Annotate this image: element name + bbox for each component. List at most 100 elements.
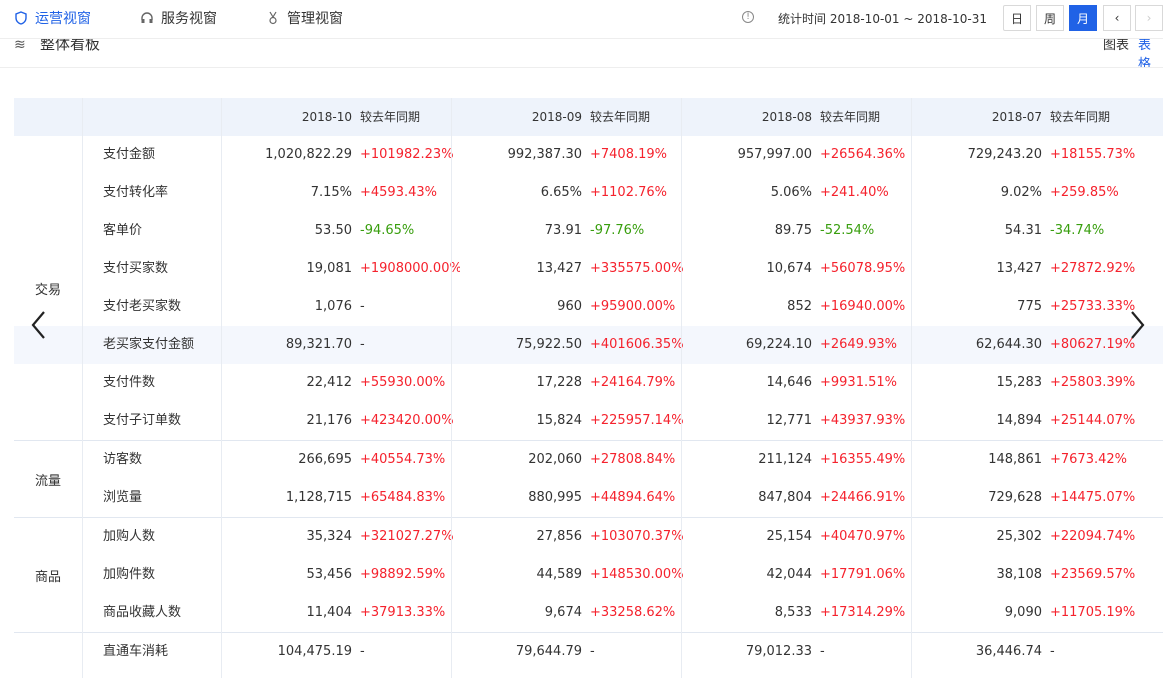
yoy-change: +40470.97%: [820, 529, 906, 544]
info-icon[interactable]: !: [742, 11, 754, 23]
yoy-change: -: [360, 299, 365, 314]
table-row: 支付老买家数 1,076- 960 +95900.00% 852 +16940.00% 77…: [14, 288, 1163, 326]
metric-value: 211,124: [758, 452, 812, 467]
yoy-change: +7673.42%: [1050, 452, 1128, 467]
yoy-change: +241.40%: [820, 185, 889, 200]
tab-label: 管理视窗: [287, 11, 343, 27]
yoy-change: +26564.36%: [820, 147, 906, 162]
metric-value: 729,628: [988, 490, 1042, 505]
column-divider: [221, 98, 222, 678]
table-header: 2018-10 较去年同期 2018-09 较去年同期 2018-08 较去年同期 2018…: [14, 98, 1163, 136]
tab-operations[interactable]: 运营视窗: [14, 0, 91, 36]
metric-value: 104,475.19: [277, 644, 352, 659]
yoy-change: +43937.93%: [820, 413, 906, 428]
top-bar: 运营视窗 服务视窗 管理视窗 ! 统计时间 2018-10-01 ~ 2018-…: [0, 0, 1163, 38]
metric-value: 1,128,715: [285, 490, 352, 505]
yoy-change: +1908000.00%: [360, 261, 460, 276]
column-period: 2018-10: [301, 110, 352, 124]
yoy-change: +14475.07%: [1050, 490, 1136, 505]
yoy-change: +25144.07%: [1050, 413, 1136, 428]
view-table-link[interactable]: 表格: [1138, 38, 1152, 68]
metric-value: 25,154: [766, 529, 813, 544]
metric-value: 22,412: [306, 375, 353, 390]
table-row: 老买家支付金额 89,321.70- 75,922.50 +401606.35% 69,…: [14, 326, 1163, 364]
metric-label: 浏览量: [103, 490, 143, 505]
tab-management[interactable]: 管理视窗: [266, 0, 343, 36]
metric-value: 9,674: [544, 605, 582, 620]
carousel-prev-button[interactable]: [28, 305, 48, 345]
metric-label: 客单价: [103, 223, 143, 238]
group-label: 交易: [34, 283, 61, 298]
metric-value: 79,644.79: [515, 644, 582, 659]
view-chart-link[interactable]: 图表: [1103, 38, 1130, 53]
carousel-next-button[interactable]: [1128, 305, 1148, 345]
metric-label: 商品收藏人数: [103, 605, 182, 620]
metric-value: 992,387.30: [507, 147, 582, 162]
metric-value: 62,644.30: [975, 337, 1042, 352]
column-divider: [82, 98, 83, 678]
period-month-button[interactable]: 月: [1069, 5, 1097, 31]
metric-value: 73.91: [544, 223, 582, 238]
yoy-change: +16940.00%: [820, 299, 906, 314]
metric-value: 960: [557, 299, 582, 314]
yoy-change: +11705.19%: [1050, 605, 1136, 620]
yoy-change: +101982.23%: [360, 147, 454, 162]
group-divider: [14, 517, 1163, 518]
yoy-change: +44894.64%: [590, 490, 676, 505]
tab-service[interactable]: 服务视窗: [140, 0, 217, 36]
group-label: 商品: [34, 570, 61, 585]
metric-value: 14,646: [766, 375, 813, 390]
metric-value: 1,076: [314, 299, 352, 314]
metric-value: 6.65%: [540, 185, 582, 200]
yoy-change: +24164.79%: [590, 375, 676, 390]
metric-value: 53.50: [314, 223, 352, 238]
yoy-change: +321027.27%: [360, 529, 454, 544]
yoy-change: +4593.43%: [360, 185, 438, 200]
yoy-change: +335575.00%: [590, 261, 684, 276]
metric-value: 35,324: [306, 529, 353, 544]
yoy-change: +103070.37%: [590, 529, 684, 544]
tab-label: 服务视窗: [161, 11, 217, 27]
period-week-button[interactable]: 周: [1036, 5, 1064, 31]
metric-value: 8,533: [774, 605, 812, 620]
group-divider: [14, 440, 1163, 441]
yoy-change: +148530.00%: [590, 567, 684, 582]
next-period-button[interactable]: ›: [1135, 5, 1163, 31]
yoy-change: +423420.00%: [360, 413, 454, 428]
table-row: 支付转化率 7.15% +4593.43% 6.65% +1102.76% 5.06% +2…: [14, 174, 1163, 212]
section-header: ≋ 整体看板 图表 表格: [0, 38, 1163, 68]
table-row: 支付件数 22,412 +55930.00% 17,228 +24164.79% 14,6…: [14, 364, 1163, 402]
metric-value: 9.02%: [1000, 185, 1042, 200]
metric-value: 7.15%: [310, 185, 352, 200]
yoy-change: +40554.73%: [360, 452, 446, 467]
table-row: 客单价 53.50 -94.65% 73.91 -97.76% 89.75 -52.54% 5…: [14, 212, 1163, 250]
yoy-change: +16355.49%: [820, 452, 906, 467]
column-period: 2018-08: [761, 110, 812, 124]
metric-label: 支付金额: [103, 147, 156, 162]
metric-value: 44,589: [536, 567, 583, 582]
yoy-change: +225957.14%: [590, 413, 684, 428]
metric-value: 10,674: [766, 261, 813, 276]
yoy-change: +27872.92%: [1050, 261, 1136, 276]
metric-value: 79,012.33: [745, 644, 812, 659]
chevron-right-icon: ›: [1146, 11, 1152, 25]
table-row: 访客数 266,695 +40554.73% 202,060 +27808.84% 211…: [14, 441, 1163, 479]
section-title: 整体看板: [40, 38, 101, 53]
metric-value: 54.31: [1004, 223, 1042, 238]
yoy-change: +17314.29%: [820, 605, 906, 620]
table-row: 支付子订单数 21,176 +423420.00% 15,824 +225957.14%…: [14, 402, 1163, 440]
yoy-change: +33258.62%: [590, 605, 676, 620]
yoy-change: +1102.76%: [590, 185, 668, 200]
yoy-change: -94.65%: [360, 223, 415, 238]
yoy-change: +37913.33%: [360, 605, 446, 620]
metric-value: 69,224.10: [745, 337, 812, 352]
previous-period-button[interactable]: ‹: [1103, 5, 1131, 31]
period-day-button[interactable]: 日: [1003, 5, 1031, 31]
shield-icon: [14, 11, 28, 25]
yoy-change: -: [820, 644, 825, 659]
metric-value: 12,771: [766, 413, 813, 428]
yoy-change: +65484.83%: [360, 490, 446, 505]
metric-value: 880,995: [528, 490, 582, 505]
metric-label: 支付老买家数: [103, 299, 182, 314]
group-divider: [14, 632, 1163, 633]
